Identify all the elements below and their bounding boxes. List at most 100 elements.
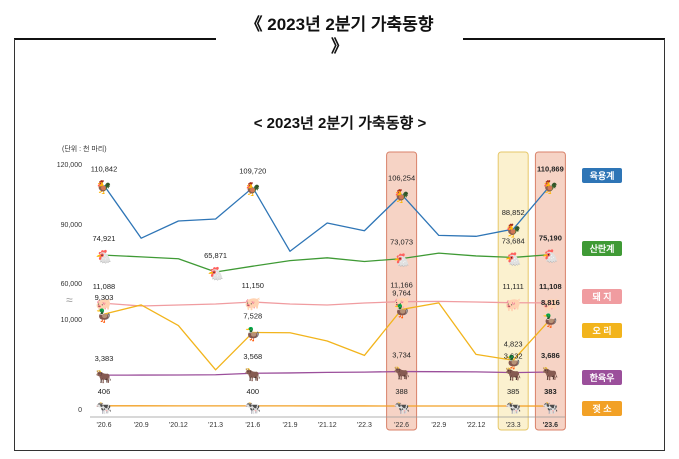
data-label-layer: 73,073 (390, 238, 413, 247)
hen-icon: 🐔 (394, 253, 410, 268)
page-title: 《 2023년 2분기 가축동향 》 (0, 14, 679, 58)
data-label-dairy: 388 (395, 387, 408, 396)
y-tick-label: 10,000 (61, 317, 83, 324)
unit-label: (단위 : 천 마리) (62, 144, 107, 153)
hen-icon: 🐔 (96, 249, 112, 264)
data-label-hanwoo: 3,568 (243, 352, 262, 361)
hen-icon: 🐔 (208, 266, 224, 281)
x-tick-label: '22.9 (431, 422, 446, 429)
data-label-layer: 74,921 (93, 234, 116, 243)
dairy-cow-icon: 🐄 (394, 400, 410, 415)
data-label-hanwoo: 3,734 (392, 351, 411, 360)
cow-icon: 🐂 (542, 366, 558, 381)
series-line-pig (103, 300, 551, 307)
highlight-band-226 (386, 151, 418, 431)
series-line-broiler (103, 184, 551, 252)
legend-tag-pig (582, 289, 622, 304)
cow-icon: 🐂 (505, 367, 521, 382)
duck-icon: 🦆 (505, 354, 521, 370)
legend-tag-hanwoo (582, 370, 622, 385)
chart-title: < 2023년 2분기 가축동향 > (254, 115, 427, 132)
data-label-pig: 11,111 (503, 282, 524, 291)
legend-tag-layer (582, 241, 622, 256)
chicken-icon: 🐓 (542, 179, 558, 194)
data-label-dairy: 383 (544, 387, 557, 396)
x-tick-label: '21.6 (245, 422, 260, 429)
data-label-duck: 8,816 (541, 298, 560, 307)
data-label-dairy: 385 (507, 387, 520, 396)
pig-icon: 🐖 (394, 296, 410, 311)
data-label-dairy: 406 (98, 387, 111, 396)
series-line-duck (103, 302, 551, 371)
data-label-pig: 11,088 (93, 282, 115, 291)
legend-label-pig: 돼 지 (592, 291, 611, 302)
page-title-text: 《 2023년 2분기 가축동향 (245, 15, 434, 34)
pig-icon: 🐖 (245, 296, 261, 311)
data-label-layer: 75,190 (539, 234, 562, 243)
pig-icon: 🐖 (505, 297, 521, 312)
data-label-hanwoo: 3,686 (541, 351, 560, 360)
chicken-icon: 🐓 (505, 223, 521, 238)
legend-label-broiler: 육용계 (590, 170, 615, 181)
legend-label-hanwoo: 한육우 (590, 372, 615, 383)
legend-tag-broiler (582, 168, 622, 183)
hen-icon: 🐔 (505, 251, 521, 266)
data-label-broiler: 109,720 (239, 167, 266, 176)
y-tick-label: 0 (78, 407, 82, 414)
data-label-duck: 9,764 (392, 288, 411, 297)
title-rule-left (14, 38, 216, 40)
series-line-layer (103, 252, 551, 273)
dairy-cow-icon: 🐄 (542, 400, 558, 415)
duck-icon: 🦆 (96, 308, 112, 324)
data-label-broiler: 110,869 (537, 164, 564, 173)
y-tick-label: 90,000 (61, 222, 83, 229)
x-tick-label: '21.3 (208, 422, 223, 429)
series-line-hanwoo (103, 370, 551, 376)
x-tick-label: '20.9 (134, 422, 149, 429)
data-label-hanwoo: 3,632 (504, 352, 523, 361)
dairy-cow-icon: 🐄 (245, 400, 261, 415)
duck-icon: 🦆 (245, 326, 261, 342)
data-label-pig: 11,108 (539, 282, 562, 291)
chicken-icon: 🐓 (394, 188, 410, 203)
data-label-layer: 73,684 (502, 236, 525, 245)
legend-tag-duck (582, 323, 622, 338)
duck-icon: 🦆 (394, 303, 410, 319)
highlight-band-236 (534, 151, 566, 431)
x-tick-label: '21.9 (283, 422, 298, 429)
data-label-hanwoo: 3,383 (95, 354, 114, 363)
data-label-broiler: 106,254 (388, 173, 415, 182)
cow-icon: 🐂 (96, 369, 112, 384)
axis-break-mark: ≈ (66, 293, 73, 307)
chart-frame (14, 39, 665, 451)
data-label-duck: 7,528 (243, 311, 262, 320)
duck-icon: 🦆 (542, 313, 558, 329)
hen-icon: 🐔 (542, 249, 558, 264)
x-tick-label: '21.12 (318, 422, 337, 429)
legend-label-dairy: 젖 소 (592, 403, 612, 414)
cow-icon: 🐂 (394, 366, 410, 381)
y-tick-label: 60,000 (61, 281, 83, 288)
data-label-duck: 9,303 (95, 293, 114, 302)
x-tick-label: '22.3 (357, 422, 372, 429)
x-tick-label: '20.6 (97, 422, 112, 429)
data-label-broiler: 110,842 (91, 164, 118, 173)
dairy-cow-icon: 🐄 (96, 400, 112, 415)
cow-icon: 🐂 (245, 367, 261, 382)
x-tick-label: '22.6 (394, 422, 409, 429)
pig-icon: 🐖 (542, 297, 558, 312)
x-tick-label: '22.12 (467, 422, 486, 429)
highlight-band-233 (497, 151, 529, 431)
chicken-icon: 🐓 (245, 182, 261, 197)
data-label-pig: 11,166 (390, 281, 412, 290)
data-label-dairy: 400 (247, 387, 260, 396)
y-tick-label: 120,000 (57, 162, 82, 169)
x-tick-label: '23.6 (543, 422, 558, 429)
legend-label-duck: 오 리 (592, 325, 611, 336)
pig-icon: 🐖 (96, 297, 112, 312)
page-title-close-bracket: 》 (331, 37, 348, 56)
chicken-icon: 🐓 (96, 179, 112, 194)
x-tick-label: '23.3 (506, 422, 521, 429)
